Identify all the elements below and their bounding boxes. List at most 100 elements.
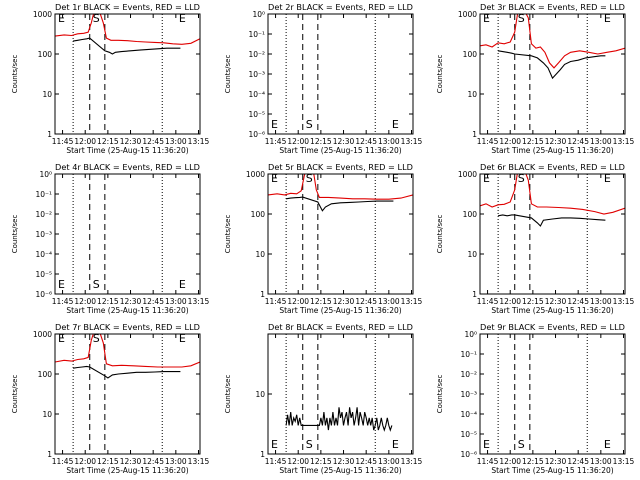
event-marker-label: E: [179, 332, 186, 345]
panel-title: Det 4r BLACK = Events, RED = LLD: [55, 162, 200, 172]
y-tick-label: 10: [255, 390, 265, 399]
series-line-lld: [55, 14, 200, 45]
plot-frame: [54, 173, 201, 295]
x-tick-label: 12:00: [74, 297, 96, 306]
event-marker-label: E: [392, 172, 399, 185]
y-tick-label: 100: [38, 50, 53, 59]
y-tick-label: 100: [463, 210, 478, 219]
y-axis-label: Counts/sec: [11, 215, 19, 254]
y-tick-label: 100: [251, 210, 266, 219]
event-marker-label: S: [518, 172, 525, 185]
y-tick-label: 10: [42, 410, 52, 419]
y-axis-label: Counts/sec: [224, 375, 232, 414]
x-tick-label: 12:30: [545, 457, 567, 466]
x-tick-label: 12:15: [310, 137, 332, 146]
event-marker-label: E: [271, 438, 278, 451]
x-tick-label: 11:45: [265, 297, 287, 306]
plot-frame: [267, 333, 414, 455]
y-tick-label: 10⁻⁴: [35, 250, 52, 259]
x-tick-label: 12:30: [333, 137, 355, 146]
x-tick-label: 13:15: [613, 137, 635, 146]
x-tick-label: 13:15: [613, 297, 635, 306]
y-tick-label: 10⁻⁵: [460, 430, 477, 439]
series-line-events: [497, 214, 606, 227]
panel-title: Det 6r BLACK = Events, RED = LLD: [480, 162, 625, 172]
x-tick-label: 12:15: [522, 297, 544, 306]
series-line-events: [285, 407, 393, 432]
event-marker-label: E: [58, 278, 65, 291]
y-tick-label: 1000: [458, 10, 477, 19]
plot-frame: [267, 13, 414, 135]
y-tick-label: 10⁻³: [35, 230, 52, 239]
x-tick-label: 11:45: [477, 297, 499, 306]
y-tick-label: 10⁻⁶: [35, 290, 52, 299]
event-marker-label: S: [306, 118, 313, 131]
series-line-lld: [480, 174, 625, 215]
event-marker-label: E: [483, 172, 490, 185]
y-tick-label: 1: [260, 290, 265, 299]
x-tick-label: 13:15: [401, 297, 423, 306]
event-marker-label: E: [392, 438, 399, 451]
x-tick-label: 13:15: [188, 457, 210, 466]
x-tick-label: 12:30: [545, 297, 567, 306]
series-line-lld: [480, 14, 625, 69]
panel-title: Det 7r BLACK = Events, RED = LLD: [55, 322, 200, 332]
x-tick-label: 12:45: [142, 297, 164, 306]
event-marker-label: S: [93, 12, 100, 25]
x-tick-label: 12:15: [522, 137, 544, 146]
x-tick-label: 11:45: [52, 457, 74, 466]
y-axis-label: Counts/sec: [224, 55, 232, 94]
plot-frame: [479, 13, 626, 135]
x-tick-label: 13:15: [188, 137, 210, 146]
x-tick-label: 12:15: [522, 457, 544, 466]
x-tick-label: 13:00: [590, 297, 612, 306]
event-marker-label: S: [306, 172, 313, 185]
x-tick-label: 12:00: [74, 137, 96, 146]
y-tick-label: 1: [472, 290, 477, 299]
y-tick-label: 10: [255, 250, 265, 259]
plot-frame: [479, 173, 626, 295]
y-tick-label: 10⁻³: [248, 70, 265, 79]
x-tick-label: 12:00: [499, 457, 521, 466]
x-tick-label: 12:45: [355, 457, 377, 466]
x-tick-label: 12:15: [97, 457, 119, 466]
y-tick-label: 10⁻¹: [35, 190, 52, 199]
y-tick-label: 100: [38, 370, 53, 379]
x-tick-label: 12:00: [287, 137, 309, 146]
event-marker-label: E: [179, 12, 186, 25]
x-tick-label: 12:00: [287, 457, 309, 466]
y-tick-label: 10: [467, 250, 477, 259]
event-marker-label: S: [93, 278, 100, 291]
panel-title: Det 2r BLACK = Events, RED = LLD: [268, 2, 413, 12]
x-tick-label: 13:00: [378, 297, 400, 306]
event-marker-label: E: [604, 172, 611, 185]
x-axis-label: Start Time (25-Aug-15 11:36:20): [279, 306, 401, 315]
y-axis-label: Counts/sec: [436, 375, 444, 414]
y-tick-label: 10⁻¹: [248, 30, 265, 39]
event-marker-label: S: [306, 438, 313, 451]
plot-frame: [54, 13, 201, 135]
event-marker-label: S: [93, 332, 100, 345]
x-tick-label: 13:00: [590, 137, 612, 146]
event-marker-label: E: [271, 118, 278, 131]
y-tick-label: 10⁻⁴: [248, 90, 265, 99]
y-tick-label: 10⁰: [464, 330, 477, 339]
x-axis-label: Start Time (25-Aug-15 11:36:20): [66, 146, 188, 155]
x-axis-label: Start Time (25-Aug-15 11:36:20): [279, 146, 401, 155]
x-axis-label: Start Time (25-Aug-15 11:36:20): [66, 466, 188, 475]
x-tick-label: 12:15: [310, 297, 332, 306]
x-tick-label: 12:30: [333, 457, 355, 466]
y-tick-label: 10⁻⁶: [460, 450, 477, 459]
y-tick-label: 10⁻⁵: [248, 110, 265, 119]
event-marker-label: E: [604, 12, 611, 25]
x-tick-label: 12:00: [499, 297, 521, 306]
x-tick-label: 11:45: [52, 137, 74, 146]
plot-frame: [54, 333, 201, 455]
series-line-events: [73, 365, 181, 379]
x-tick-label: 12:30: [120, 457, 142, 466]
